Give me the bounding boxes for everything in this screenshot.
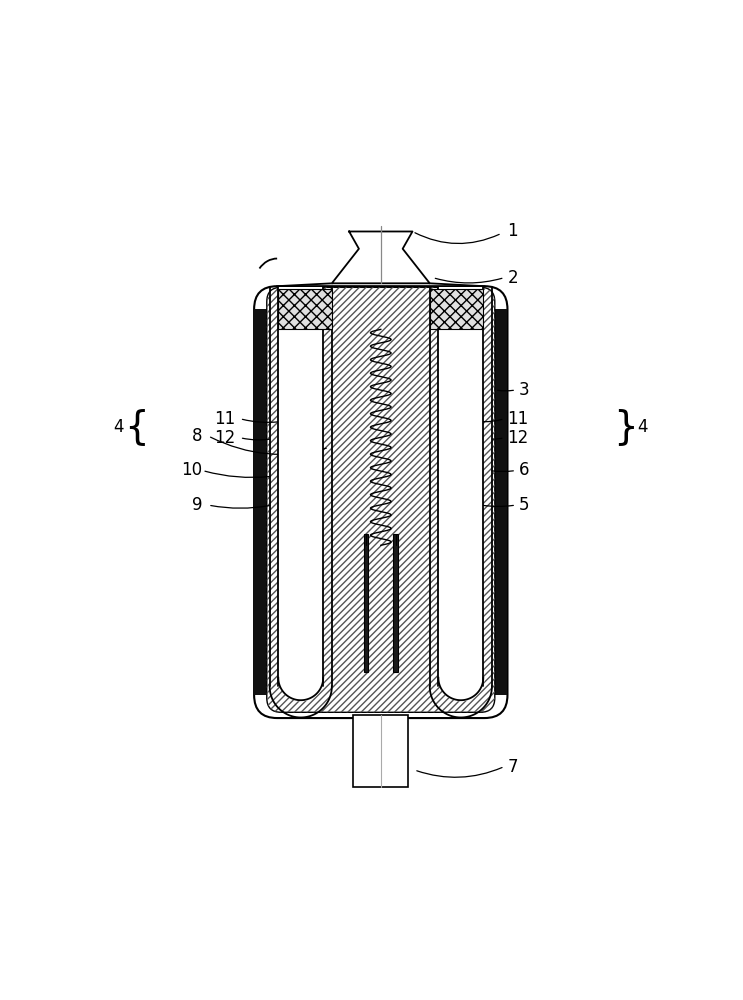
Bar <box>495 309 507 695</box>
Text: }: } <box>613 408 638 446</box>
Text: 5: 5 <box>519 496 530 514</box>
Text: 11: 11 <box>507 410 529 428</box>
Text: 1: 1 <box>507 222 518 240</box>
Bar <box>279 287 323 686</box>
Text: 4: 4 <box>637 418 648 436</box>
Text: 2: 2 <box>507 269 518 287</box>
Text: 11: 11 <box>214 410 235 428</box>
Text: {: { <box>123 408 149 446</box>
Bar <box>353 715 409 787</box>
Text: 6: 6 <box>519 461 530 479</box>
Text: 9: 9 <box>192 496 202 514</box>
Text: 8: 8 <box>192 427 202 445</box>
Text: 10: 10 <box>181 461 202 479</box>
FancyBboxPatch shape <box>254 286 507 718</box>
Bar <box>438 287 483 686</box>
Text: 4: 4 <box>114 418 124 436</box>
Text: 12: 12 <box>507 429 529 447</box>
Bar <box>429 289 483 329</box>
FancyBboxPatch shape <box>267 287 495 712</box>
Text: 3: 3 <box>519 381 530 399</box>
Bar <box>363 534 368 672</box>
Polygon shape <box>332 231 429 283</box>
Text: 12: 12 <box>214 429 235 447</box>
Bar <box>254 309 267 695</box>
Bar <box>279 289 332 329</box>
Bar <box>394 534 398 672</box>
Text: 7: 7 <box>507 758 518 776</box>
